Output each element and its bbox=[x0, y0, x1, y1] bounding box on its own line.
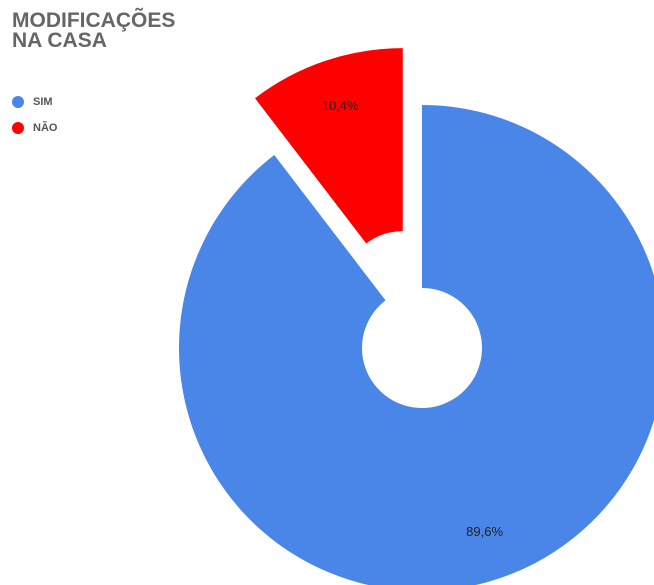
legend-label: SIM bbox=[33, 96, 53, 108]
legend-marker bbox=[12, 122, 24, 134]
slice bbox=[179, 105, 654, 585]
legend-label: NÃO bbox=[33, 121, 58, 134]
chart-title: MODIFICAÇÕES NA CASA bbox=[12, 9, 176, 52]
legend-marker bbox=[12, 96, 24, 108]
slice bbox=[255, 48, 403, 244]
data-label: 10,4% bbox=[322, 98, 359, 113]
data-label: 89,6% bbox=[466, 524, 503, 539]
